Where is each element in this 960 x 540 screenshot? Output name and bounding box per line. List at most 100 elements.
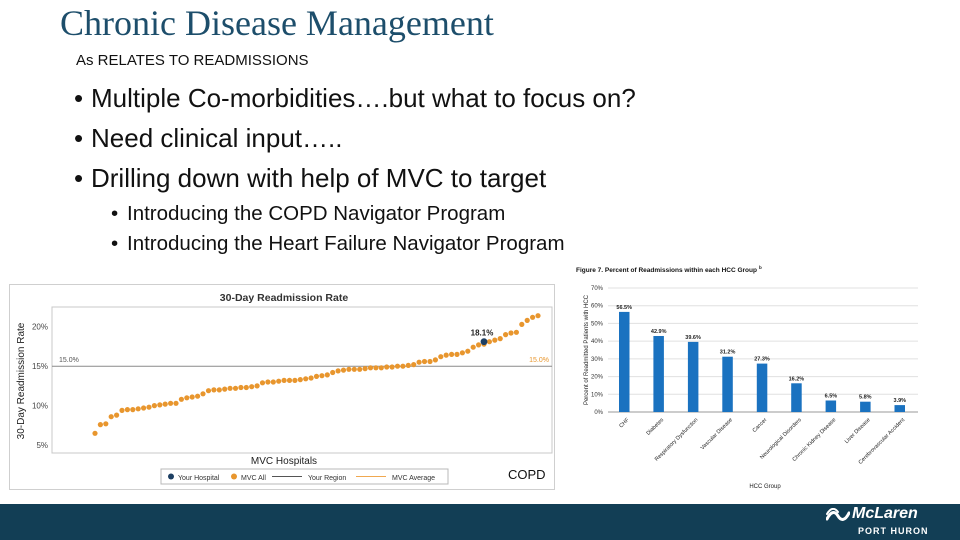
data-point	[173, 400, 179, 406]
data-point	[92, 430, 98, 436]
bullet-list: Multiple Co-morbidities….but what to foc…	[74, 82, 774, 262]
chart-title-text: Figure 7. Percent of Readmissions within…	[576, 267, 757, 274]
data-point	[141, 405, 147, 411]
data-point	[335, 368, 341, 374]
bar	[791, 383, 802, 412]
logo-name: McLaren	[852, 505, 918, 522]
sub-bullet-item: Introducing the Heart Failure Navigator …	[74, 232, 774, 262]
data-point	[119, 407, 125, 413]
footer-bar: McLaren PORT HURON	[0, 504, 960, 540]
reference-label-right: 15.0%	[529, 357, 549, 364]
legend-your-hospital: Your Hospital	[178, 475, 220, 482]
data-point	[330, 369, 336, 376]
data-point	[416, 359, 422, 365]
data-point	[249, 384, 255, 390]
data-point	[340, 367, 347, 373]
y-tick-label: 10%	[591, 392, 604, 398]
data-point	[103, 421, 109, 427]
data-point	[200, 391, 206, 397]
data-point	[346, 366, 352, 372]
data-point	[184, 395, 190, 401]
your-hospital-point	[480, 338, 488, 346]
bar	[756, 363, 768, 412]
bar-value-label: 5.8%	[859, 395, 872, 401]
data-point	[178, 396, 184, 402]
data-point	[449, 351, 455, 357]
data-point	[319, 373, 325, 379]
data-point	[227, 385, 233, 391]
data-point	[508, 330, 514, 336]
data-point	[313, 373, 320, 379]
data-point	[276, 378, 282, 384]
data-point	[362, 366, 368, 372]
y-tick-label: 50%	[591, 321, 604, 327]
data-point	[254, 383, 260, 389]
bar-value-label: 6.5%	[825, 394, 838, 400]
data-point	[454, 351, 460, 357]
data-point	[168, 400, 174, 406]
bar-value-label: 27.3%	[754, 357, 770, 363]
x-axis-label: HCC Group	[749, 484, 781, 490]
data-point	[438, 354, 444, 360]
data-point	[130, 407, 136, 413]
data-point	[394, 363, 401, 369]
data-point	[189, 394, 195, 400]
data-point	[151, 403, 157, 409]
data-point	[476, 342, 482, 348]
data-point	[421, 358, 428, 365]
data-point	[497, 336, 503, 342]
bullet-item: Multiple Co-morbidities….but what to foc…	[74, 82, 774, 122]
bar-value-label: 16.2%	[789, 376, 805, 382]
bar-value-label: 31.2%	[720, 350, 736, 356]
data-point	[281, 377, 287, 383]
data-point	[297, 377, 303, 383]
bullet-item: Drilling down with help of MVC to target	[74, 162, 774, 202]
data-point	[427, 358, 433, 365]
logo-subtitle: PORT HURON	[858, 526, 929, 536]
data-point	[357, 366, 363, 372]
legend-your-region: Your Region	[308, 475, 346, 482]
data-point	[97, 422, 103, 428]
x-axis-label: MVC Hospitals	[251, 456, 317, 467]
chart-title: 30-Day Readmission Rate	[220, 292, 349, 304]
y-tick-label: 70%	[591, 286, 604, 292]
bar-value-label: 39.6%	[685, 335, 701, 341]
data-point	[265, 379, 271, 385]
slide-subtitle: As RELATES TO READMISSIONS	[76, 52, 309, 69]
bar-value-label: 3.9%	[894, 398, 907, 404]
legend-mvc-average: MVC Average	[392, 475, 435, 482]
data-point	[384, 364, 390, 370]
data-point	[351, 366, 357, 372]
y-tick-label: 10%	[32, 402, 48, 411]
y-axis-label: Percent of Readmitted Patients with HCC	[584, 294, 590, 405]
data-point	[470, 344, 476, 350]
data-point	[216, 387, 222, 393]
data-point	[400, 363, 406, 369]
data-point	[367, 365, 374, 371]
bar	[825, 400, 837, 412]
data-point	[108, 414, 114, 420]
data-point	[259, 380, 266, 386]
sub-bullet-item: Introducing the COPD Navigator Program	[74, 202, 774, 232]
data-point	[530, 314, 536, 320]
hcc-group-svg: Figure 7. Percent of Readmissions within…	[576, 265, 918, 490]
category-label: Cancer	[752, 417, 769, 434]
legend-mvc-all: MVC All	[241, 475, 266, 482]
data-point	[465, 348, 471, 354]
data-point	[389, 364, 395, 370]
copd-label: COPD	[508, 467, 546, 482]
bar-value-label: 56.5%	[616, 305, 632, 311]
bar	[894, 405, 905, 412]
data-point	[211, 387, 217, 393]
bar	[722, 356, 733, 412]
data-point	[157, 402, 163, 408]
y-tick-label: 40%	[591, 339, 604, 345]
hcc-group-chart: Figure 7. Percent of Readmissions within…	[568, 262, 928, 494]
bar	[619, 311, 630, 412]
data-point	[222, 386, 228, 392]
readmission-rate-svg: 30-Day Readmission Rate 5% 10% 15% 20% 15.0…	[16, 292, 553, 485]
data-point	[243, 384, 249, 391]
data-point	[195, 393, 201, 399]
data-point	[146, 404, 152, 410]
data-point	[324, 372, 330, 378]
